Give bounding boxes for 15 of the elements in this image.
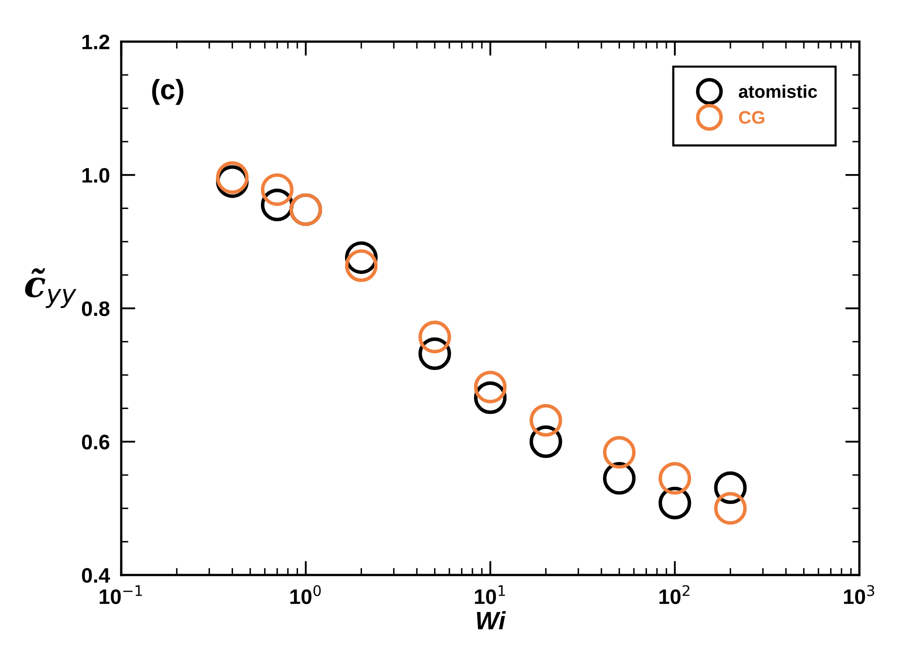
y-axis-title: c̃$_{yy}$ [25,268,76,308]
legend-label: atomistic [738,84,818,98]
y-tick-label: 0.4 [82,568,110,583]
x-tick-label: 10$^{0}$ [290,585,321,604]
annotation: (c) [152,78,184,105]
x-tick-label: 10$^{−1}$ [100,585,142,604]
y-tick-label: 0.6 [82,434,110,450]
x-tick-label: 10$^{2}$ [659,585,690,604]
y-tick-label: 1.2 [82,34,110,50]
y-tick-label: 0.8 [82,301,110,316]
legend-label: CG [739,111,764,124]
x-axis-title: Wi [476,611,506,630]
y-tick-label: 1.0 [82,168,110,183]
x-tick-label: 10$^{3}$ [844,585,874,604]
x-tick-label: 10$^{1}$ [474,585,505,604]
